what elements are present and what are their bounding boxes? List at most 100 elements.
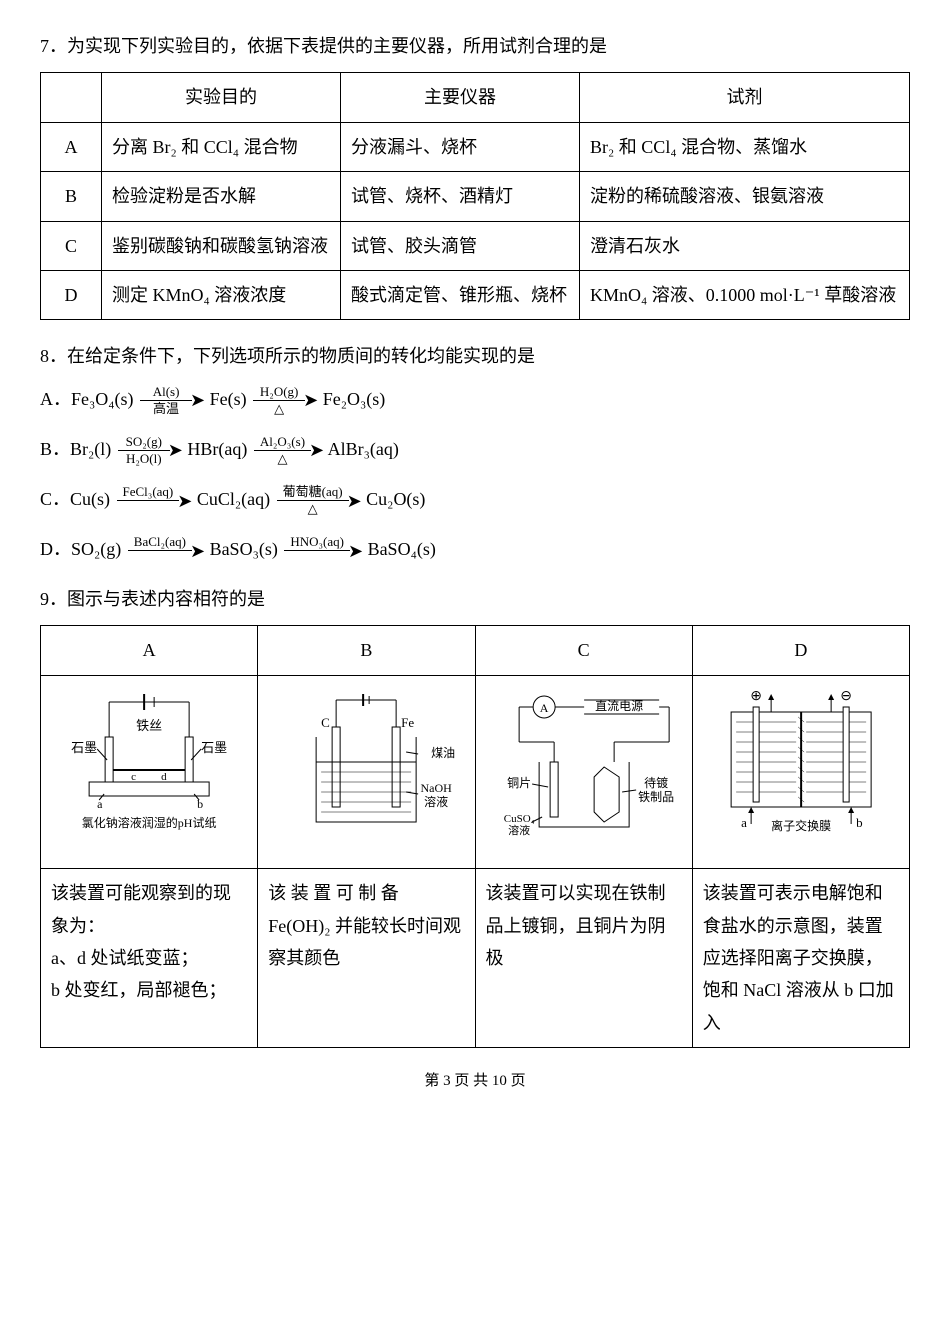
q7-r0-label: A <box>41 122 102 171</box>
label-db: b <box>856 815 863 830</box>
q7-r2-reagent: 澄清石灰水 <box>580 221 910 270</box>
q7-number: 7． <box>40 36 67 56</box>
q9-diagram-c: A 直流电源 <box>475 675 692 868</box>
arrow-tip-icon: ➤ <box>190 384 205 416</box>
q8-option: B．Br₂(l) SO₂(g)H₂O(l)➤ HBr(aq) Al₂O₃(s)△… <box>40 433 910 467</box>
label-plated-1: 待镀 <box>644 776 668 790</box>
q8-options: A．Fe₃O₄(s) Al(s)高温➤ Fe(s) H₂O(g)△➤ Fe₂O₃… <box>40 383 910 567</box>
reaction-arrow: BaCl₂(aq) <box>128 535 192 567</box>
diagram-d-svg: ⊕ ⊖ <box>697 682 905 852</box>
question-9: 9．图示与表述内容相符的是 A B C D 铁丝 <box>40 583 910 1048</box>
label-plated-2: 铁制品 <box>638 790 674 804</box>
label-plus: ⊕ <box>750 689 762 704</box>
label-c-elec: C <box>321 715 330 730</box>
species: AlBr₃(aq) <box>328 439 399 459</box>
q7-r3-apparatus: 酸式滴定管、锥形瓶、烧杯 <box>341 270 580 319</box>
label-ironwire: 铁丝 <box>136 718 162 733</box>
q7-r3-reagent: KMnO₄ 溶液、0.1000 mol·L⁻¹ 草酸溶液 <box>580 270 910 319</box>
q7-header-row: 实验目的 主要仪器 试剂 <box>41 73 910 122</box>
page-footer: 第 3 页 共 10 页 <box>40 1068 910 1095</box>
table-row: D 测定 KMnO₄ 溶液浓度 酸式滴定管、锥形瓶、烧杯 KMnO₄ 溶液、0.… <box>41 270 910 319</box>
reaction-arrow: HNO₃(aq) <box>284 535 350 567</box>
reaction-arrow: FeCl₃(aq) <box>117 485 180 517</box>
species: Cu₂O(s) <box>366 489 425 509</box>
q9-desc-2: 该装置可以实现在铁制品上镀铜，且铜片为阴极 <box>475 869 692 1048</box>
q7-h3: 试剂 <box>580 73 910 122</box>
q7-r2-purpose: 鉴别碳酸钠和碳酸氢钠溶液 <box>102 221 341 270</box>
q7-table: 实验目的 主要仪器 试剂 A 分离 Br₂ 和 CCl₄ 混合物 分液漏斗、烧杯… <box>40 72 910 320</box>
species: Fe₃O₄(s) <box>71 389 134 409</box>
arrow-tip-icon: ➤ <box>190 535 205 567</box>
q7-r0-reagent: Br₂ 和 CCl₄ 混合物、蒸馏水 <box>580 122 910 171</box>
arrow-tip-icon: ➤ <box>348 535 363 567</box>
label-ammeter: A <box>539 701 548 715</box>
opt-label: C． <box>40 489 70 509</box>
label-da: a <box>741 815 747 830</box>
q9-number: 9． <box>40 589 67 609</box>
species: SO₂(g) <box>71 539 121 559</box>
reaction-arrow: H₂O(g)△ <box>253 385 305 417</box>
q7-r2-label: C <box>41 221 102 270</box>
label-naoh-2: 溶液 <box>424 794 448 809</box>
table-row: A 分离 Br₂ 和 CCl₄ 混合物 分液漏斗、烧杯 Br₂ 和 CCl₄ 混… <box>41 122 910 171</box>
q7-text: 为实现下列实验目的，依据下表提供的主要仪器，所用试剂合理的是 <box>67 36 607 56</box>
arrow-tip-icon: ➤ <box>309 434 324 466</box>
q9-diagram-d: ⊕ ⊖ <box>692 675 909 868</box>
q9-diagram-row: 铁丝 石墨 石墨 a b c d <box>41 675 910 868</box>
q9-table: A B C D 铁丝 石墨 石墨 <box>40 625 910 1048</box>
species: Cu(s) <box>70 489 110 509</box>
q8-option: A．Fe₃O₄(s) Al(s)高温➤ Fe(s) H₂O(g)△➤ Fe₂O₃… <box>40 383 910 417</box>
q9-text: 图示与表述内容相符的是 <box>67 589 265 609</box>
label-cu: 铜片 <box>507 775 531 790</box>
label-dc: 直流电源 <box>595 699 643 713</box>
opt-label: D． <box>40 539 71 559</box>
label-naoh-1: NaOH <box>421 781 453 795</box>
q9-diagram-a: 铁丝 石墨 石墨 a b c d <box>41 675 258 868</box>
question-8: 8．在给定条件下，下列选项所示的物质间的转化均能实现的是 A．Fe₃O₄(s) … <box>40 340 910 567</box>
reaction-arrow: SO₂(g)H₂O(l) <box>118 435 170 467</box>
q9-prompt: 9．图示与表述内容相符的是 <box>40 583 910 615</box>
label-graphite-r: 石墨 <box>201 740 227 755</box>
opt-label: A． <box>40 389 71 409</box>
species: HBr(aq) <box>187 439 247 459</box>
question-7: 7．为实现下列实验目的，依据下表提供的主要仪器，所用试剂合理的是 实验目的 主要… <box>40 30 910 320</box>
reaction-arrow: Al₂O₃(s)△ <box>254 435 311 467</box>
species: Br₂(l) <box>70 439 111 459</box>
q9-h0: A <box>41 626 258 675</box>
diagram-c-svg: A 直流电源 <box>480 682 688 852</box>
label-membrane: 离子交换膜 <box>771 818 831 833</box>
table-row: B 检验淀粉是否水解 试管、烧杯、酒精灯 淀粉的稀硫酸溶液、银氨溶液 <box>41 172 910 221</box>
label-fe: Fe <box>401 715 414 730</box>
diagram-b-svg: C Fe 煤油 NaOH 溶液 <box>262 682 470 852</box>
q8-option: D．SO₂(g) BaCl₂(aq) ➤ BaSO₃(s) HNO₃(aq) ➤… <box>40 533 910 567</box>
q9-header-row: A B C D <box>41 626 910 675</box>
label-minus: ⊖ <box>840 689 852 704</box>
q9-h2: C <box>475 626 692 675</box>
arrow-tip-icon: ➤ <box>168 434 183 466</box>
q7-h2: 主要仪器 <box>341 73 580 122</box>
q9-diagram-b: C Fe 煤油 NaOH 溶液 <box>258 675 475 868</box>
species: Fe(s) <box>210 389 247 409</box>
q7-r1-label: B <box>41 172 102 221</box>
q7-prompt: 7．为实现下列实验目的，依据下表提供的主要仪器，所用试剂合理的是 <box>40 30 910 62</box>
q8-number: 8． <box>40 346 67 366</box>
q7-r2-apparatus: 试管、胶头滴管 <box>341 221 580 270</box>
q7-h1: 实验目的 <box>102 73 341 122</box>
arrow-tip-icon: ➤ <box>177 485 192 517</box>
q9-desc-1: 该 装 置 可 制 备 Fe(OH)₂ 并能较长时间观察其颜色 <box>258 869 475 1048</box>
q9-desc-0: 该装置可能观察到的现象为： a、d 处试纸变蓝； b 处变红，局部褪色； <box>41 869 258 1048</box>
q8-option: C．Cu(s) FeCl₃(aq) ➤ CuCl₂(aq) 葡萄糖(aq)△➤ … <box>40 483 910 517</box>
reaction-arrow: Al(s)高温 <box>140 385 192 417</box>
arrow-tip-icon: ➤ <box>303 384 318 416</box>
species: BaSO₄(s) <box>368 539 436 559</box>
q9-desc-row: 该装置可能观察到的现象为： a、d 处试纸变蓝； b 处变红，局部褪色； 该 装… <box>41 869 910 1048</box>
q9-h3: D <box>692 626 909 675</box>
q8-prompt: 8．在给定条件下，下列选项所示的物质间的转化均能实现的是 <box>40 340 910 372</box>
q7-r1-purpose: 检验淀粉是否水解 <box>102 172 341 221</box>
reaction-arrow: 葡萄糖(aq)△ <box>277 485 349 517</box>
q7-r3-purpose: 测定 KMnO₄ 溶液浓度 <box>102 270 341 319</box>
label-cuso4-1: CuSO₄ <box>503 813 534 825</box>
label-d: d <box>161 771 167 783</box>
diagram-a-svg: 铁丝 石墨 石墨 a b c d <box>45 682 253 852</box>
q7-r3-label: D <box>41 270 102 319</box>
